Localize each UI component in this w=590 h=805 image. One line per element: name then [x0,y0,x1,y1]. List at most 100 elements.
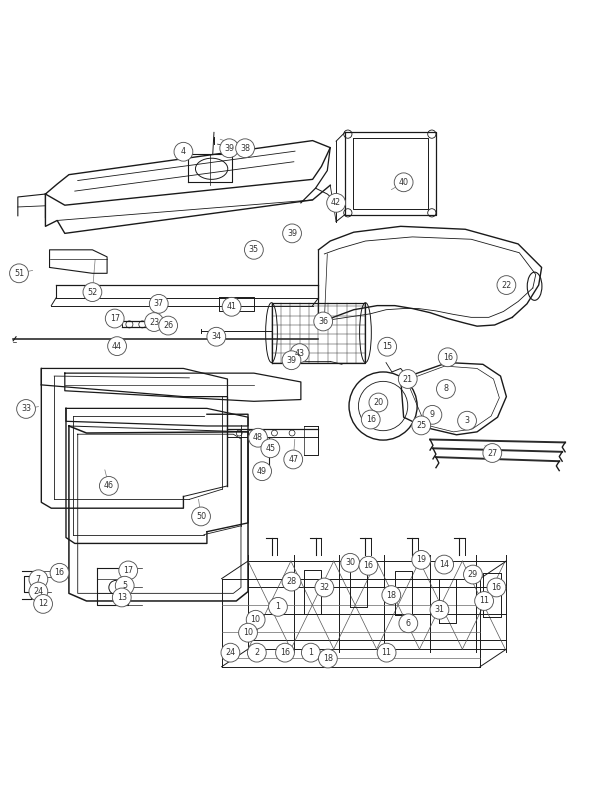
Circle shape [361,410,380,429]
Circle shape [221,643,240,662]
Text: 16: 16 [363,561,373,570]
Circle shape [207,328,226,346]
Circle shape [246,610,265,630]
Text: 46: 46 [104,481,114,490]
Text: 15: 15 [382,342,392,351]
Circle shape [159,316,178,335]
Circle shape [174,142,193,161]
Text: 10: 10 [243,628,253,638]
Text: 16: 16 [54,568,64,577]
Circle shape [430,601,449,619]
Circle shape [106,309,124,328]
Circle shape [145,312,163,332]
Circle shape [119,561,137,580]
Circle shape [17,399,35,419]
Text: 32: 32 [319,583,329,592]
Circle shape [327,193,346,213]
Circle shape [192,507,211,526]
Text: 1: 1 [276,602,280,611]
Text: 2: 2 [254,648,260,657]
Text: 27: 27 [487,448,497,457]
Text: 8: 8 [444,385,448,394]
Text: 35: 35 [249,246,259,254]
Circle shape [435,555,454,574]
Text: 16: 16 [491,583,502,592]
Text: 3: 3 [464,416,470,425]
Circle shape [284,450,303,469]
Text: 11: 11 [382,648,392,657]
Circle shape [282,351,301,369]
Circle shape [464,565,482,584]
Text: 36: 36 [318,317,328,326]
Circle shape [115,576,134,595]
Text: 6: 6 [406,619,411,628]
Circle shape [149,295,168,313]
Text: 18: 18 [386,591,396,600]
Text: 28: 28 [286,577,297,586]
Text: 10: 10 [251,615,261,624]
Circle shape [9,264,28,283]
Text: 13: 13 [117,593,127,602]
Circle shape [301,643,320,662]
Circle shape [377,643,396,662]
Text: 39: 39 [286,356,297,365]
Text: 23: 23 [149,317,159,327]
Text: 14: 14 [439,560,449,569]
Text: 19: 19 [416,555,427,564]
Text: 26: 26 [163,321,173,330]
Text: 48: 48 [253,433,263,442]
Text: 5: 5 [122,581,127,590]
Text: 18: 18 [323,654,333,663]
Text: 45: 45 [266,444,276,452]
Text: 50: 50 [196,512,206,521]
Circle shape [238,623,257,642]
Text: 11: 11 [479,597,489,605]
Text: 9: 9 [430,411,435,419]
Text: 40: 40 [399,178,409,187]
Text: 31: 31 [434,605,444,614]
Text: 39: 39 [224,144,234,153]
Circle shape [437,380,455,398]
Text: 16: 16 [280,648,290,657]
Circle shape [483,444,501,462]
Text: 49: 49 [257,467,267,476]
Text: 16: 16 [366,415,376,424]
Text: 25: 25 [416,421,427,430]
Circle shape [497,275,516,295]
Circle shape [315,578,334,597]
Text: 34: 34 [211,332,221,341]
Circle shape [487,578,506,597]
Text: 16: 16 [442,353,453,361]
Text: 17: 17 [110,314,120,323]
Circle shape [412,416,431,435]
Circle shape [341,553,359,572]
Circle shape [399,614,418,633]
Text: 44: 44 [112,341,122,351]
Text: 7: 7 [36,575,41,584]
Circle shape [283,224,301,243]
Circle shape [369,393,388,412]
Text: 38: 38 [240,144,250,153]
Circle shape [458,411,477,430]
Text: 12: 12 [38,600,48,609]
Circle shape [314,312,333,331]
Circle shape [50,564,69,582]
Text: 42: 42 [331,198,341,208]
Text: 1: 1 [309,648,313,657]
Circle shape [398,369,417,388]
Circle shape [394,173,413,192]
Circle shape [112,588,131,607]
Text: 30: 30 [345,559,355,568]
Circle shape [108,336,126,356]
Text: 21: 21 [403,374,413,383]
Text: 47: 47 [288,455,299,464]
Text: 33: 33 [21,404,31,414]
Text: 24: 24 [225,648,235,657]
Text: 43: 43 [294,349,304,357]
Circle shape [235,138,254,158]
Text: 29: 29 [468,570,478,579]
Circle shape [290,344,309,362]
Text: 51: 51 [14,269,24,278]
Circle shape [100,477,118,495]
Text: 20: 20 [373,398,384,407]
